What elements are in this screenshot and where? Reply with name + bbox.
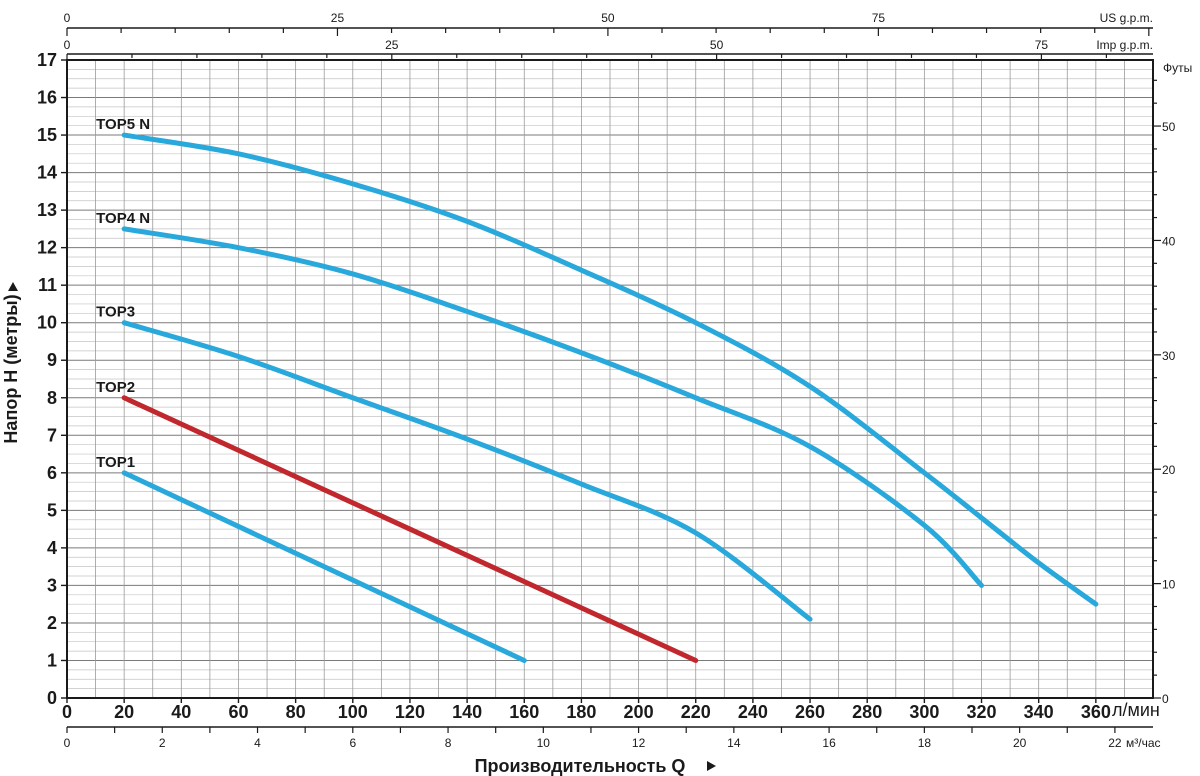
m3h-tick-label: 6 (349, 736, 356, 750)
x-tick-label: 240 (738, 702, 768, 722)
x-tick-label: 100 (338, 702, 368, 722)
x-tick-label: 160 (509, 702, 539, 722)
x-tick-label: 180 (566, 702, 596, 722)
y-tick-label: 13 (37, 200, 57, 220)
x-unit-label: л/мин (1112, 700, 1160, 720)
y-tick-label: 16 (37, 88, 57, 108)
y-tick-label: 12 (37, 238, 57, 258)
series-label-top5-n: TOP5 N (96, 116, 150, 133)
series-label-top1: TOP1 (96, 454, 135, 471)
feet-unit-label: Футы (1163, 61, 1192, 75)
series-label-top3: TOP3 (96, 304, 135, 321)
m3h-unit-label: м³/час (1126, 736, 1161, 750)
x-tick-label: 300 (909, 702, 939, 722)
y-tick-label: 9 (47, 350, 57, 370)
x-axis-arrow-icon (707, 761, 716, 771)
imp-gpm-unit-label: Imp g.p.m. (1096, 38, 1153, 52)
y-tick-label: 0 (47, 688, 57, 708)
feet-tick-label: 30 (1162, 349, 1176, 363)
series-line-top1 (121, 470, 527, 663)
m3h-tick-label: 8 (445, 736, 452, 750)
y-tick-label: 15 (37, 125, 57, 145)
series-line-top2 (121, 395, 699, 663)
series-label-top2: TOP2 (96, 379, 135, 396)
m3h-tick-label: 16 (822, 736, 836, 750)
y-tick-label: 3 (47, 575, 57, 595)
y-tick-label: 17 (37, 50, 57, 70)
x-tick-label: 40 (171, 702, 191, 722)
m3h-tick-label: 4 (254, 736, 261, 750)
y-tick-label: 6 (47, 463, 57, 483)
x-tick-label: 80 (286, 702, 306, 722)
x-tick-label: 320 (967, 702, 997, 722)
grid (66, 59, 1154, 699)
feet-tick-label: 0 (1162, 692, 1169, 706)
imp-gpm-tick-label: 50 (710, 38, 724, 52)
us-gpm-unit-label: US g.p.m. (1100, 11, 1153, 25)
x-tick-label: 0 (62, 702, 72, 722)
imp-gpm-tick-label: 75 (1035, 38, 1049, 52)
m3h-tick-label: 18 (918, 736, 932, 750)
x-tick-label: 260 (795, 702, 825, 722)
x-tick-label: 360 (1081, 702, 1111, 722)
x-tick-label: 340 (1024, 702, 1054, 722)
feet-tick-label: 10 (1162, 578, 1176, 592)
us-gpm-tick-label: 75 (872, 11, 886, 25)
us-gpm-tick-label: 50 (601, 11, 615, 25)
series-label-top4-n: TOP4 N (96, 210, 150, 227)
y-tick-label: 4 (47, 538, 57, 558)
x-tick-label: 60 (228, 702, 248, 722)
y-tick-label: 8 (47, 388, 57, 408)
y-tick-label: 1 (47, 650, 57, 670)
y-tick-label: 7 (47, 425, 57, 445)
y-tick-label: 2 (47, 613, 57, 633)
series-line-top3 (121, 320, 813, 622)
m3h-tick-label: 22 (1108, 736, 1122, 750)
plot-border (66, 59, 1154, 699)
y-tick-label: 5 (47, 500, 57, 520)
y-tick-label: 10 (37, 313, 57, 333)
m3h-tick-label: 2 (159, 736, 166, 750)
m3h-tick-label: 12 (632, 736, 646, 750)
x-tick-label: 200 (624, 702, 654, 722)
imp-gpm-tick-label: 0 (64, 38, 71, 52)
us-gpm-tick-label: 0 (64, 11, 71, 25)
y-axis-arrow-icon (8, 282, 18, 291)
y-tick-label: 11 (38, 275, 57, 295)
m3h-tick-label: 10 (537, 736, 551, 750)
feet-tick-label: 20 (1162, 463, 1176, 477)
feet-tick-label: 40 (1162, 234, 1176, 248)
x-axis-title: Производительность Q (475, 756, 686, 776)
x-tick-label: 140 (452, 702, 482, 722)
y-tick-label: 14 (37, 163, 57, 183)
m3h-tick-label: 0 (64, 736, 71, 750)
feet-tick-label: 50 (1162, 120, 1176, 134)
x-tick-label: 120 (395, 702, 425, 722)
x-tick-label: 280 (852, 702, 882, 722)
m3h-tick-label: 14 (727, 736, 741, 750)
series-line-top5-n (121, 132, 1099, 607)
us-gpm-tick-label: 25 (331, 11, 345, 25)
m3h-tick-label: 20 (1013, 736, 1027, 750)
series-lines: TOP1 TOP2 TOP3 TOP4 N TOP5 N (96, 116, 1099, 663)
imp-gpm-tick-label: 25 (385, 38, 399, 52)
x-tick-label: 220 (681, 702, 711, 722)
y-axis-title: Напор H (метры) (1, 294, 21, 443)
series-line-top4-n (121, 226, 985, 588)
x-tick-label: 20 (114, 702, 134, 722)
